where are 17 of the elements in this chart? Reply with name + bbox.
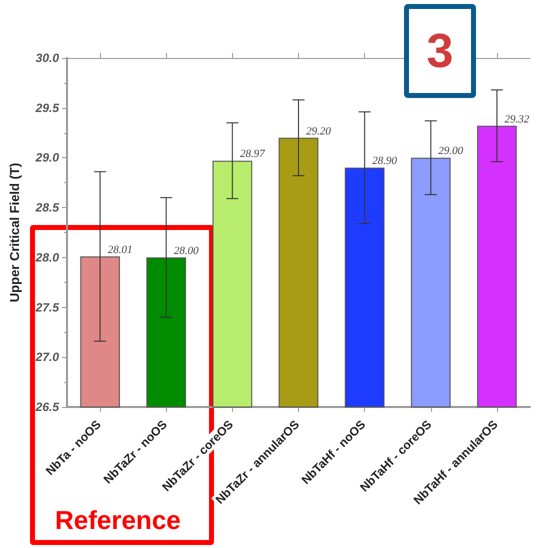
- y-tick-label: 27.5: [34, 300, 60, 314]
- data-label: 29.00: [438, 145, 464, 158]
- y-tick-label: 30.0: [36, 51, 60, 65]
- y-tick-label: 28.5: [34, 200, 60, 215]
- data-label: 28.97: [240, 148, 266, 160]
- y-tick-label: 29.5: [34, 100, 60, 115]
- y-tick-label: 28.0: [34, 250, 60, 264]
- y-tick-label: 27.0: [34, 350, 60, 364]
- data-label: 28.01: [108, 244, 132, 256]
- data-label: 28.00: [174, 244, 200, 257]
- y-tick-label: 29.0: [34, 150, 60, 165]
- data-label: 29.32: [504, 113, 530, 126]
- data-label: 28.90: [372, 155, 398, 168]
- y-axis-title: Upper Critical Field (T): [7, 162, 22, 302]
- annotation: 3: [404, 4, 476, 98]
- y-tick-label: 26.5: [34, 400, 60, 414]
- data-label: 29.20: [306, 125, 332, 138]
